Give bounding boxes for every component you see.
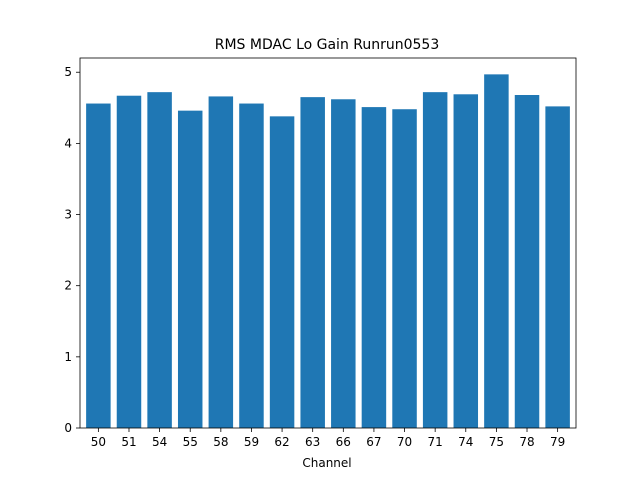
y-tick-label: 3 [64, 208, 72, 222]
bar-channel-70 [392, 109, 417, 428]
y-tick-label: 1 [64, 350, 72, 364]
x-tick-label: 62 [274, 435, 289, 449]
y-tick-label: 4 [64, 136, 72, 150]
bar-channel-51 [116, 95, 142, 428]
x-tick-label: 79 [550, 435, 565, 449]
plot-area-frame [79, 57, 577, 429]
x-axis-ticks: 50 51 54 55 58 59 62 63 66 67 70 71 74 75 78 79 [91, 428, 565, 449]
bar-channel-78 [514, 95, 540, 428]
chart-title: RMS MDAC Lo Gain Runrun0553 [215, 37, 440, 53]
x-tick-label: 55 [183, 435, 198, 449]
x-tick-label: 71 [428, 435, 443, 449]
bar-channel-66 [331, 99, 356, 429]
x-tick-label: 66 [336, 435, 351, 449]
x-tick-label: 67 [366, 435, 381, 449]
x-tick-label: 50 [91, 435, 106, 449]
y-tick-label: 0 [64, 421, 72, 435]
x-tick-label: 63 [305, 435, 320, 449]
bar-channel-63 [300, 97, 325, 428]
bar-channel-74 [453, 94, 479, 429]
bar-series [86, 74, 570, 429]
bar-channel-79 [545, 106, 570, 428]
x-tick-label: 58 [213, 435, 228, 449]
bar-channel-75 [484, 74, 509, 428]
x-tick-label: 59 [244, 435, 259, 449]
y-axis-ticks: 0 1 2 3 4 5 [64, 65, 80, 435]
bar-channel-50 [86, 103, 111, 429]
bar-channel-54 [147, 92, 172, 429]
y-tick-label: 5 [64, 65, 72, 79]
x-tick-label: 78 [519, 435, 534, 449]
bar-channel-55 [177, 110, 203, 429]
bar-channel-62 [269, 116, 295, 428]
x-axis-label: Channel [302, 456, 351, 470]
x-tick-label: 75 [489, 435, 504, 449]
x-tick-label: 51 [121, 435, 136, 449]
x-tick-label: 54 [152, 435, 167, 449]
x-tick-label: 74 [458, 435, 473, 449]
bar-channel-71 [422, 92, 448, 429]
bar-channel-59 [239, 103, 264, 429]
bar-channel-58 [208, 96, 234, 428]
bar-channel-67 [361, 107, 387, 428]
x-tick-label: 70 [397, 435, 412, 449]
y-tick-label: 2 [64, 279, 72, 293]
